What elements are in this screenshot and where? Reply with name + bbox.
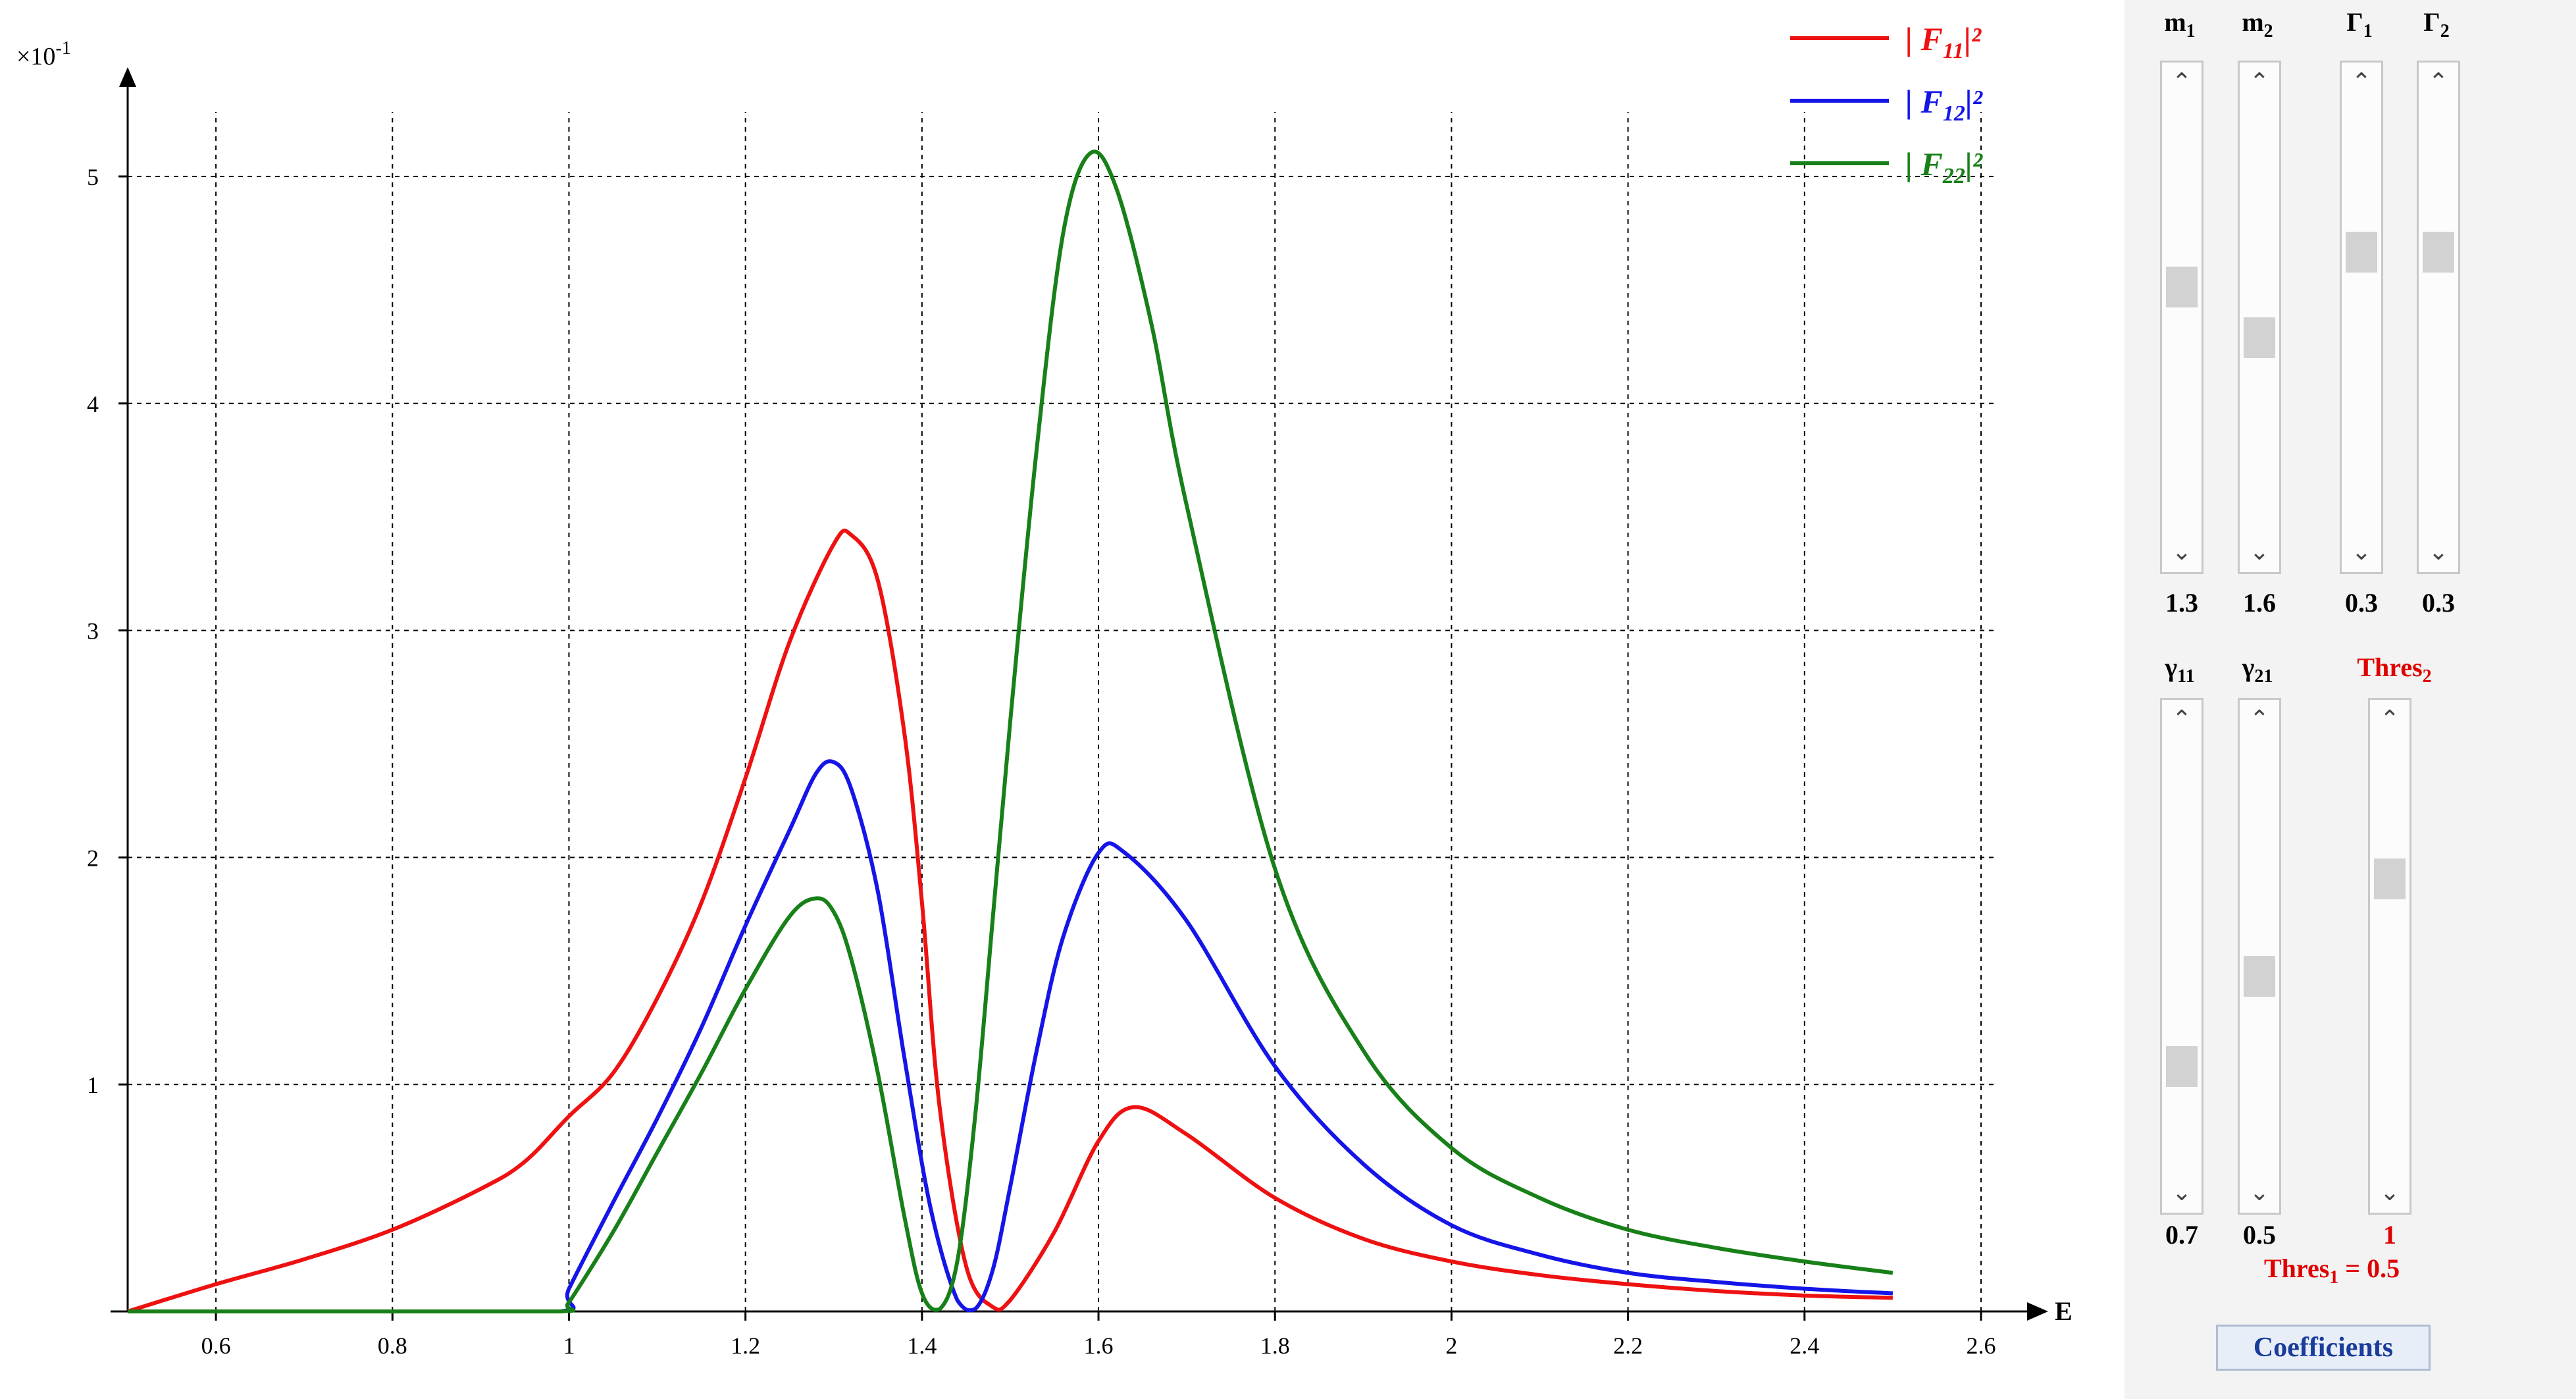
slider-thumb[interactable]	[2244, 956, 2275, 997]
slider-thumb[interactable]	[2346, 231, 2377, 273]
slider-m1[interactable]: ⌃ ⌄	[2160, 61, 2203, 574]
grid-lines	[128, 112, 1994, 1311]
x-axis-label: E	[2055, 1296, 2073, 1326]
scroll-down-arrow-icon[interactable]: ⌄	[2379, 1179, 2400, 1206]
slider-thumb[interactable]	[2166, 266, 2198, 307]
slider-label-γ21: γ21	[2242, 652, 2273, 687]
legend-entry: | F11|²	[1905, 20, 1982, 63]
x-tick-label: 2.6	[1967, 1333, 1996, 1359]
slider-Thres2[interactable]: ⌃ ⌄	[2368, 698, 2411, 1215]
scroll-down-arrow-icon[interactable]: ⌄	[2249, 1179, 2270, 1206]
x-tick-label: 1.6	[1084, 1333, 1114, 1359]
thres1-label: Thres1 = 0.5	[2264, 1254, 2400, 1288]
plot-area: 0.6 0.8 1 1.2 1.4 1.6 1.8 2 2.2 2.4 2.6 1 2 3 4 5 E ×1…	[16, 20, 2073, 1359]
slider-γ11[interactable]: ⌃ ⌄	[2160, 698, 2203, 1215]
slider-label-Γ1: Γ1	[2346, 7, 2373, 41]
slider-thumb[interactable]	[2374, 858, 2406, 899]
slider-label-m2: m2	[2242, 7, 2273, 41]
x-tick-label: 1.8	[1260, 1333, 1290, 1359]
axes	[111, 67, 2048, 1321]
series-line-22	[128, 149, 1893, 1314]
scroll-down-arrow-icon[interactable]: ⌄	[2351, 539, 2372, 566]
scroll-down-arrow-icon[interactable]: ⌄	[2249, 539, 2270, 566]
x-tick-label: 1.4	[907, 1333, 937, 1359]
y-tick-labels: 1 2 3 4 5	[87, 164, 128, 1098]
slider-thumb[interactable]	[2244, 317, 2275, 358]
slider-value: 1.3	[2165, 588, 2198, 618]
legend: | F11|² | F12|² | F22|²	[1790, 20, 1983, 188]
slider-thumb[interactable]	[2423, 231, 2454, 273]
coefficients-button[interactable]: Coefficients	[2216, 1325, 2431, 1371]
slider-m2[interactable]: ⌃ ⌄	[2238, 61, 2281, 574]
slider-γ21[interactable]: ⌃ ⌄	[2238, 698, 2281, 1215]
slider-Γ2[interactable]: ⌃ ⌄	[2417, 61, 2460, 574]
slider-value: 0.7	[2165, 1220, 2198, 1250]
slider-Γ1[interactable]: ⌃ ⌄	[2340, 61, 2383, 574]
series-line-11	[127, 529, 1893, 1313]
slider-value: 0.3	[2345, 588, 2378, 618]
x-tick-label: 2	[1445, 1333, 1457, 1359]
scroll-up-arrow-icon[interactable]: ⌃	[2249, 68, 2270, 95]
scroll-down-arrow-icon[interactable]: ⌄	[2171, 539, 2192, 566]
slider-value: 0.5	[2243, 1220, 2276, 1250]
y-tick-label: 1	[87, 1072, 99, 1098]
x-tick-label: 0.8	[378, 1333, 407, 1359]
scroll-up-arrow-icon[interactable]: ⌃	[2249, 706, 2270, 733]
x-tick-label: 1.2	[731, 1333, 760, 1359]
slider-label-Γ2: Γ2	[2423, 7, 2450, 41]
scroll-up-arrow-icon[interactable]: ⌃	[2379, 706, 2400, 733]
x-tick-labels: 0.6 0.8 1 1.2 1.4 1.6 1.8 2 2.2 2.4 2.6	[201, 1311, 1996, 1359]
slider-label-γ11: γ11	[2165, 652, 2195, 687]
series-lines	[127, 149, 1893, 1314]
x-tick-label: 0.6	[201, 1333, 231, 1359]
y-multiplier-label: ×10-1	[16, 38, 71, 70]
slider-thumb[interactable]	[2166, 1046, 2198, 1088]
slider-value: 1.6	[2243, 588, 2276, 618]
series-line-12	[128, 759, 1893, 1314]
legend-entry: | F22|²	[1905, 145, 1983, 188]
scroll-up-arrow-icon[interactable]: ⌃	[2171, 706, 2192, 733]
scroll-up-arrow-icon[interactable]: ⌃	[2428, 68, 2449, 95]
slider-label-m1: m1	[2164, 7, 2196, 41]
x-tick-label: 2.4	[1790, 1333, 1819, 1359]
y-tick-label: 5	[87, 164, 99, 190]
scroll-down-arrow-icon[interactable]: ⌄	[2171, 1179, 2192, 1206]
scroll-up-arrow-icon[interactable]: ⌃	[2171, 68, 2192, 95]
slider-label-Thres2: Thres2	[2357, 652, 2432, 687]
y-tick-label: 4	[87, 391, 99, 417]
scroll-up-arrow-icon[interactable]: ⌃	[2351, 68, 2372, 95]
y-tick-label: 2	[87, 845, 99, 871]
scroll-down-arrow-icon[interactable]: ⌄	[2428, 539, 2449, 566]
slider-value: 0.3	[2422, 588, 2455, 618]
x-tick-label: 2.2	[1613, 1333, 1643, 1359]
x-tick-label: 1	[563, 1333, 575, 1359]
y-tick-label: 3	[87, 618, 99, 645]
slider-value: 1	[2383, 1220, 2396, 1250]
legend-entry: | F12|²	[1905, 83, 1983, 126]
